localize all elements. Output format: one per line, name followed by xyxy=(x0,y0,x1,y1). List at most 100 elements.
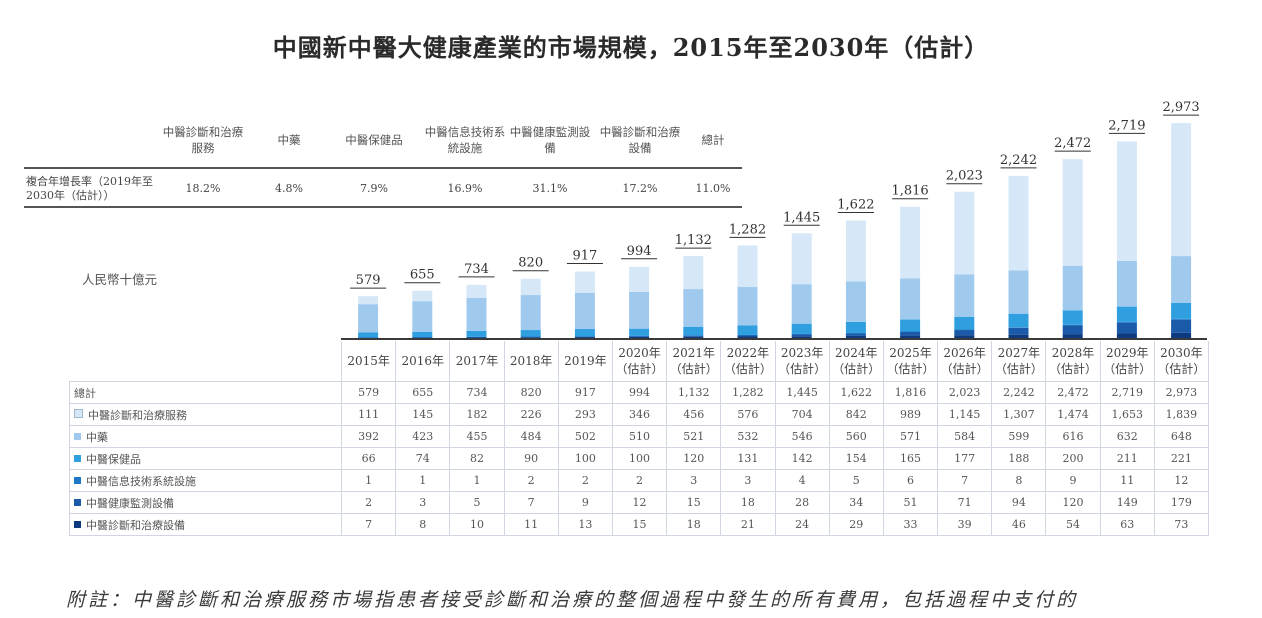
year-header: 2023年 （估計） xyxy=(774,341,830,382)
bar-segment xyxy=(845,333,866,336)
table-cell: 18 xyxy=(666,513,722,536)
bar-segment xyxy=(845,335,866,338)
total-label: 1,816 xyxy=(891,184,928,199)
bar-segment xyxy=(900,319,921,332)
table-cell: 2,719 xyxy=(1099,381,1155,404)
bar-segment xyxy=(954,274,975,317)
bar-segment xyxy=(574,329,595,337)
bar-segment xyxy=(954,191,975,275)
bar-segment xyxy=(520,330,541,337)
table-cell: 455 xyxy=(449,425,505,448)
year-header: 2026年 （估計） xyxy=(937,341,993,382)
legend-swatch xyxy=(74,432,81,440)
table-cell: 842 xyxy=(828,403,884,426)
bar-segment xyxy=(1008,270,1029,314)
bar-segment xyxy=(520,337,541,338)
table-cell: 1 xyxy=(449,469,505,492)
year-header-line: （估計） xyxy=(615,362,664,376)
table-cell: 1,282 xyxy=(720,381,776,404)
legend-swatch xyxy=(74,498,81,506)
table-cell: 90 xyxy=(503,447,559,470)
bar-segment xyxy=(1171,319,1192,333)
bar-segment xyxy=(629,336,650,338)
bar-segment xyxy=(466,284,487,299)
total-label: 2,023 xyxy=(946,169,983,184)
table-cell: 82 xyxy=(449,447,505,470)
table-cell: 1,653 xyxy=(1099,403,1155,426)
table-cell: 11 xyxy=(503,513,559,536)
year-header-line: 2022年 xyxy=(726,346,770,360)
year-header-line: （估計） xyxy=(886,362,935,376)
bar-segment xyxy=(683,336,704,338)
bar-segment xyxy=(466,298,487,331)
year-header-line: 2019年 xyxy=(564,354,607,368)
bar-segment xyxy=(845,333,866,334)
row-label: 中醫健康監測設備 xyxy=(69,491,342,514)
table-cell: 510 xyxy=(611,425,668,448)
year-header-line: （估計） xyxy=(778,362,827,376)
year-header-line: 2021年 xyxy=(672,346,715,360)
table-cell: 346 xyxy=(611,403,668,426)
table-cell: 100 xyxy=(557,447,613,470)
table-cell: 74 xyxy=(395,447,451,470)
table-cell: 179 xyxy=(1153,491,1210,514)
bar-segment xyxy=(574,292,595,330)
table-cell: 100 xyxy=(611,447,668,470)
table-cell: 94 xyxy=(991,491,1047,514)
table-cell: 5 xyxy=(449,491,505,514)
total-label: 1,132 xyxy=(675,233,712,248)
table-cell: 293 xyxy=(557,403,613,426)
data-table: 2015年 2016年 2017年 2018年 2019年 2020年 （估計） 2021年 （… xyxy=(69,341,1210,536)
table-cell: 73 xyxy=(1153,513,1210,536)
bar-segment xyxy=(574,336,595,337)
table-cell: 599 xyxy=(991,425,1047,448)
table-cell: 1,307 xyxy=(991,403,1047,426)
table-cell: 2,242 xyxy=(991,381,1047,404)
table-cell: 2 xyxy=(611,469,668,492)
cagr-value-treatment-devices: 17.2% xyxy=(622,182,658,195)
year-header: 2020年 （估計） xyxy=(611,341,668,382)
legend-label: 中醫健康監測設備 xyxy=(86,496,174,510)
bar-segment xyxy=(1062,310,1083,325)
row-label: 總計 xyxy=(69,381,342,404)
bar-segment xyxy=(466,330,487,337)
bar-segment xyxy=(412,337,433,338)
table-header-row: 2015年 2016年 2017年 2018年 2019年 2020年 （估計） 2021年 （… xyxy=(69,341,1210,382)
table-cell: 3 xyxy=(720,469,776,492)
table-cell: 1,474 xyxy=(1045,403,1101,426)
bar-segment xyxy=(412,290,433,302)
bar-segment xyxy=(737,334,758,336)
cagr-header-total: 總計 xyxy=(701,133,725,147)
year-header-line: 2018年 xyxy=(509,354,553,368)
table-cell: 532 xyxy=(720,425,776,448)
bar-segment xyxy=(1116,321,1137,323)
bar-segment xyxy=(1062,334,1083,338)
bar-segment xyxy=(791,336,812,338)
bar-segment xyxy=(900,335,921,338)
table-cell: 9 xyxy=(1045,469,1101,492)
table-cell: 1,839 xyxy=(1153,403,1210,426)
table-cell: 131 xyxy=(720,447,776,470)
bar-segment xyxy=(574,337,595,338)
table-cell: 1,145 xyxy=(937,403,993,426)
table-cell: 579 xyxy=(340,381,397,404)
table-cell: 8 xyxy=(991,469,1047,492)
bar-segment xyxy=(791,284,812,324)
bar-segment xyxy=(1062,325,1083,335)
table-row: 中藥 392 423 455 484 502 510 521 532 546 560 571 584 59… xyxy=(69,425,1210,448)
chart-title: 中國新中醫大健康產業的市場規模，2015年至2030年（估計） xyxy=(272,33,990,62)
bar-segment xyxy=(629,328,650,336)
total-label: 1,445 xyxy=(783,210,820,225)
bar-segment xyxy=(358,332,379,338)
table-row: 中醫保健品 66 74 82 90 100 100 120 131 142 154 165 177 188… xyxy=(69,447,1210,470)
table-cell: 2 xyxy=(503,469,559,492)
table-cell: 521 xyxy=(666,425,722,448)
table-cell: 1 xyxy=(340,469,397,492)
table-cell: 154 xyxy=(828,447,884,470)
table-cell: 392 xyxy=(340,425,397,448)
table-cell: 7 xyxy=(340,513,397,536)
bar-segment xyxy=(791,334,812,337)
table-cell: 8 xyxy=(395,513,451,536)
table-cell: 188 xyxy=(991,447,1047,470)
bar-segment xyxy=(574,271,595,293)
